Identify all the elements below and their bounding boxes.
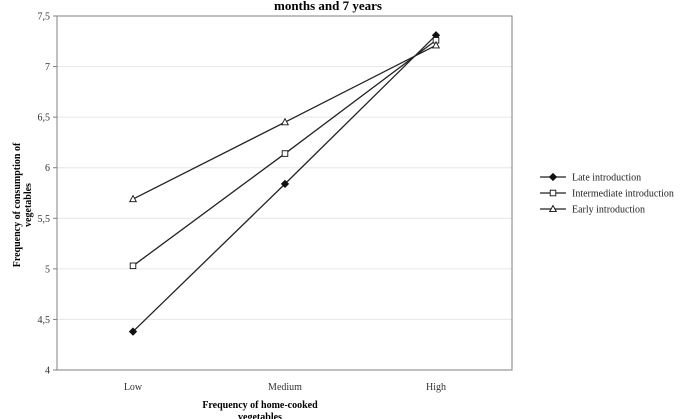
series-2-point	[129, 262, 137, 270]
series-2-point	[281, 150, 289, 157]
y-tick-label: 5	[45, 264, 50, 275]
series-3-point	[431, 40, 441, 49]
legend-label: Late introduction	[572, 173, 641, 184]
series-3-point	[280, 117, 290, 126]
series-1-point	[280, 179, 290, 189]
chart-title: months and 7 years	[274, 0, 382, 13]
legend-marker	[549, 189, 557, 197]
y-tick-label: 4	[45, 366, 50, 377]
x-axis-title-line2: vegetables	[238, 412, 282, 419]
series-1-point	[128, 327, 138, 336]
y-tick-label: 6,5	[38, 113, 51, 124]
legend-label: Intermediate introduction	[572, 189, 674, 200]
series-markers	[128, 31, 441, 336]
legend: Late introduction Intermediate introducti…	[540, 173, 674, 216]
x-axis-title-line1: Frequency of home-cooked	[202, 400, 318, 411]
y-tick-label: 4,5	[38, 315, 51, 326]
y-axis-title-line1: Frequency of consumption of	[12, 142, 23, 267]
plot-area-border	[56, 15, 513, 371]
legend-label: Early introduction	[572, 205, 645, 216]
y-axis-ticks: 4 4,5 5 5,5 6 6,5 7 7,5	[38, 12, 57, 377]
y-tick-label: 5,5	[38, 214, 51, 225]
y-tick-label: 6	[45, 163, 50, 174]
gridlines	[57, 66, 512, 320]
legend-marker	[548, 204, 558, 213]
x-tick-label: Low	[124, 382, 143, 393]
legend-marker	[548, 172, 558, 182]
x-tick-label: High	[426, 382, 446, 393]
y-axis-title-line2: vegetables	[23, 183, 34, 227]
x-tick-label: Medium	[268, 382, 302, 393]
x-axis-ticks: Low Medium High	[124, 382, 446, 393]
series-3-point	[128, 194, 138, 203]
y-tick-label: 7,5	[38, 12, 51, 23]
y-tick-label: 7	[45, 62, 50, 73]
